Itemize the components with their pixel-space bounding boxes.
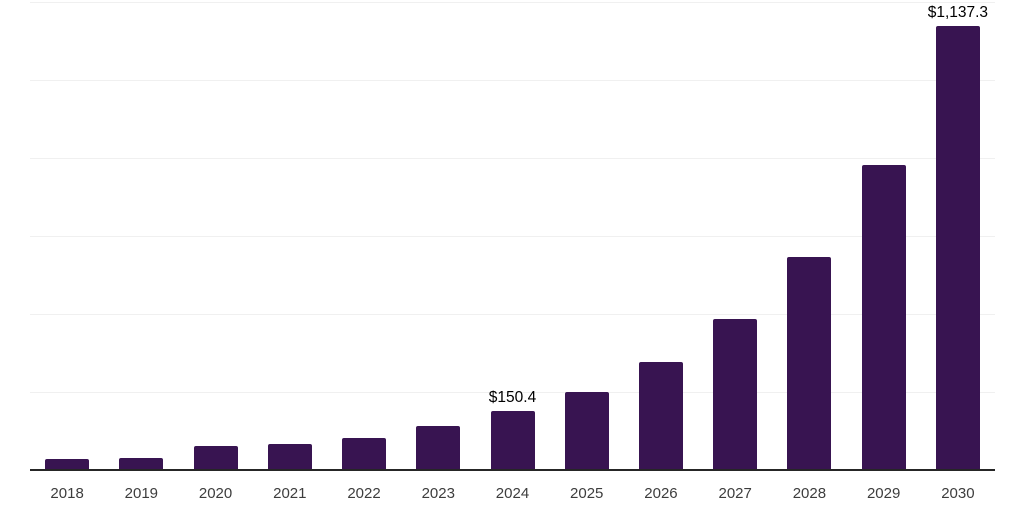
data-label-2030: $1,137.3 bbox=[927, 4, 989, 22]
x-tick-2024: 2024 bbox=[495, 485, 530, 502]
gridline-600 bbox=[30, 235, 995, 237]
x-tick-2026: 2026 bbox=[644, 485, 678, 502]
x-tick-2025: 2025 bbox=[570, 485, 604, 502]
gridline-1200 bbox=[30, 1, 995, 3]
x-tick-2029: 2029 bbox=[866, 485, 901, 502]
bar-2030 bbox=[935, 26, 980, 470]
bar-2029 bbox=[861, 165, 906, 470]
bar-2025 bbox=[564, 392, 609, 470]
gridline-400 bbox=[30, 313, 995, 315]
bar-2021 bbox=[267, 443, 312, 470]
bar-2022 bbox=[342, 438, 387, 470]
gridline-800 bbox=[30, 157, 995, 159]
bar-2026 bbox=[638, 361, 683, 470]
bar-2019 bbox=[119, 457, 164, 470]
x-tick-2019: 2019 bbox=[124, 485, 159, 502]
bar-2023 bbox=[416, 425, 461, 470]
x-tick-2030: 2030 bbox=[941, 485, 975, 502]
x-tick-2020: 2020 bbox=[198, 485, 233, 502]
gridline-200 bbox=[30, 391, 995, 393]
bar-2018 bbox=[45, 459, 90, 470]
x-tick-2021: 2021 bbox=[273, 485, 307, 502]
bar-2020 bbox=[193, 446, 238, 470]
gridline-1000 bbox=[30, 79, 995, 81]
x-axis-line bbox=[30, 469, 995, 471]
x-tick-2027: 2027 bbox=[718, 485, 752, 502]
data-label-2024: $150.4 bbox=[488, 389, 537, 407]
bar-2027 bbox=[713, 319, 758, 470]
x-tick-2028: 2028 bbox=[792, 485, 827, 502]
x-tick-2018: 2018 bbox=[50, 485, 84, 502]
bar-2028 bbox=[787, 257, 832, 470]
bar-2024 bbox=[490, 411, 535, 470]
x-tick-2022: 2022 bbox=[347, 485, 381, 502]
x-tick-2023: 2023 bbox=[421, 485, 455, 502]
